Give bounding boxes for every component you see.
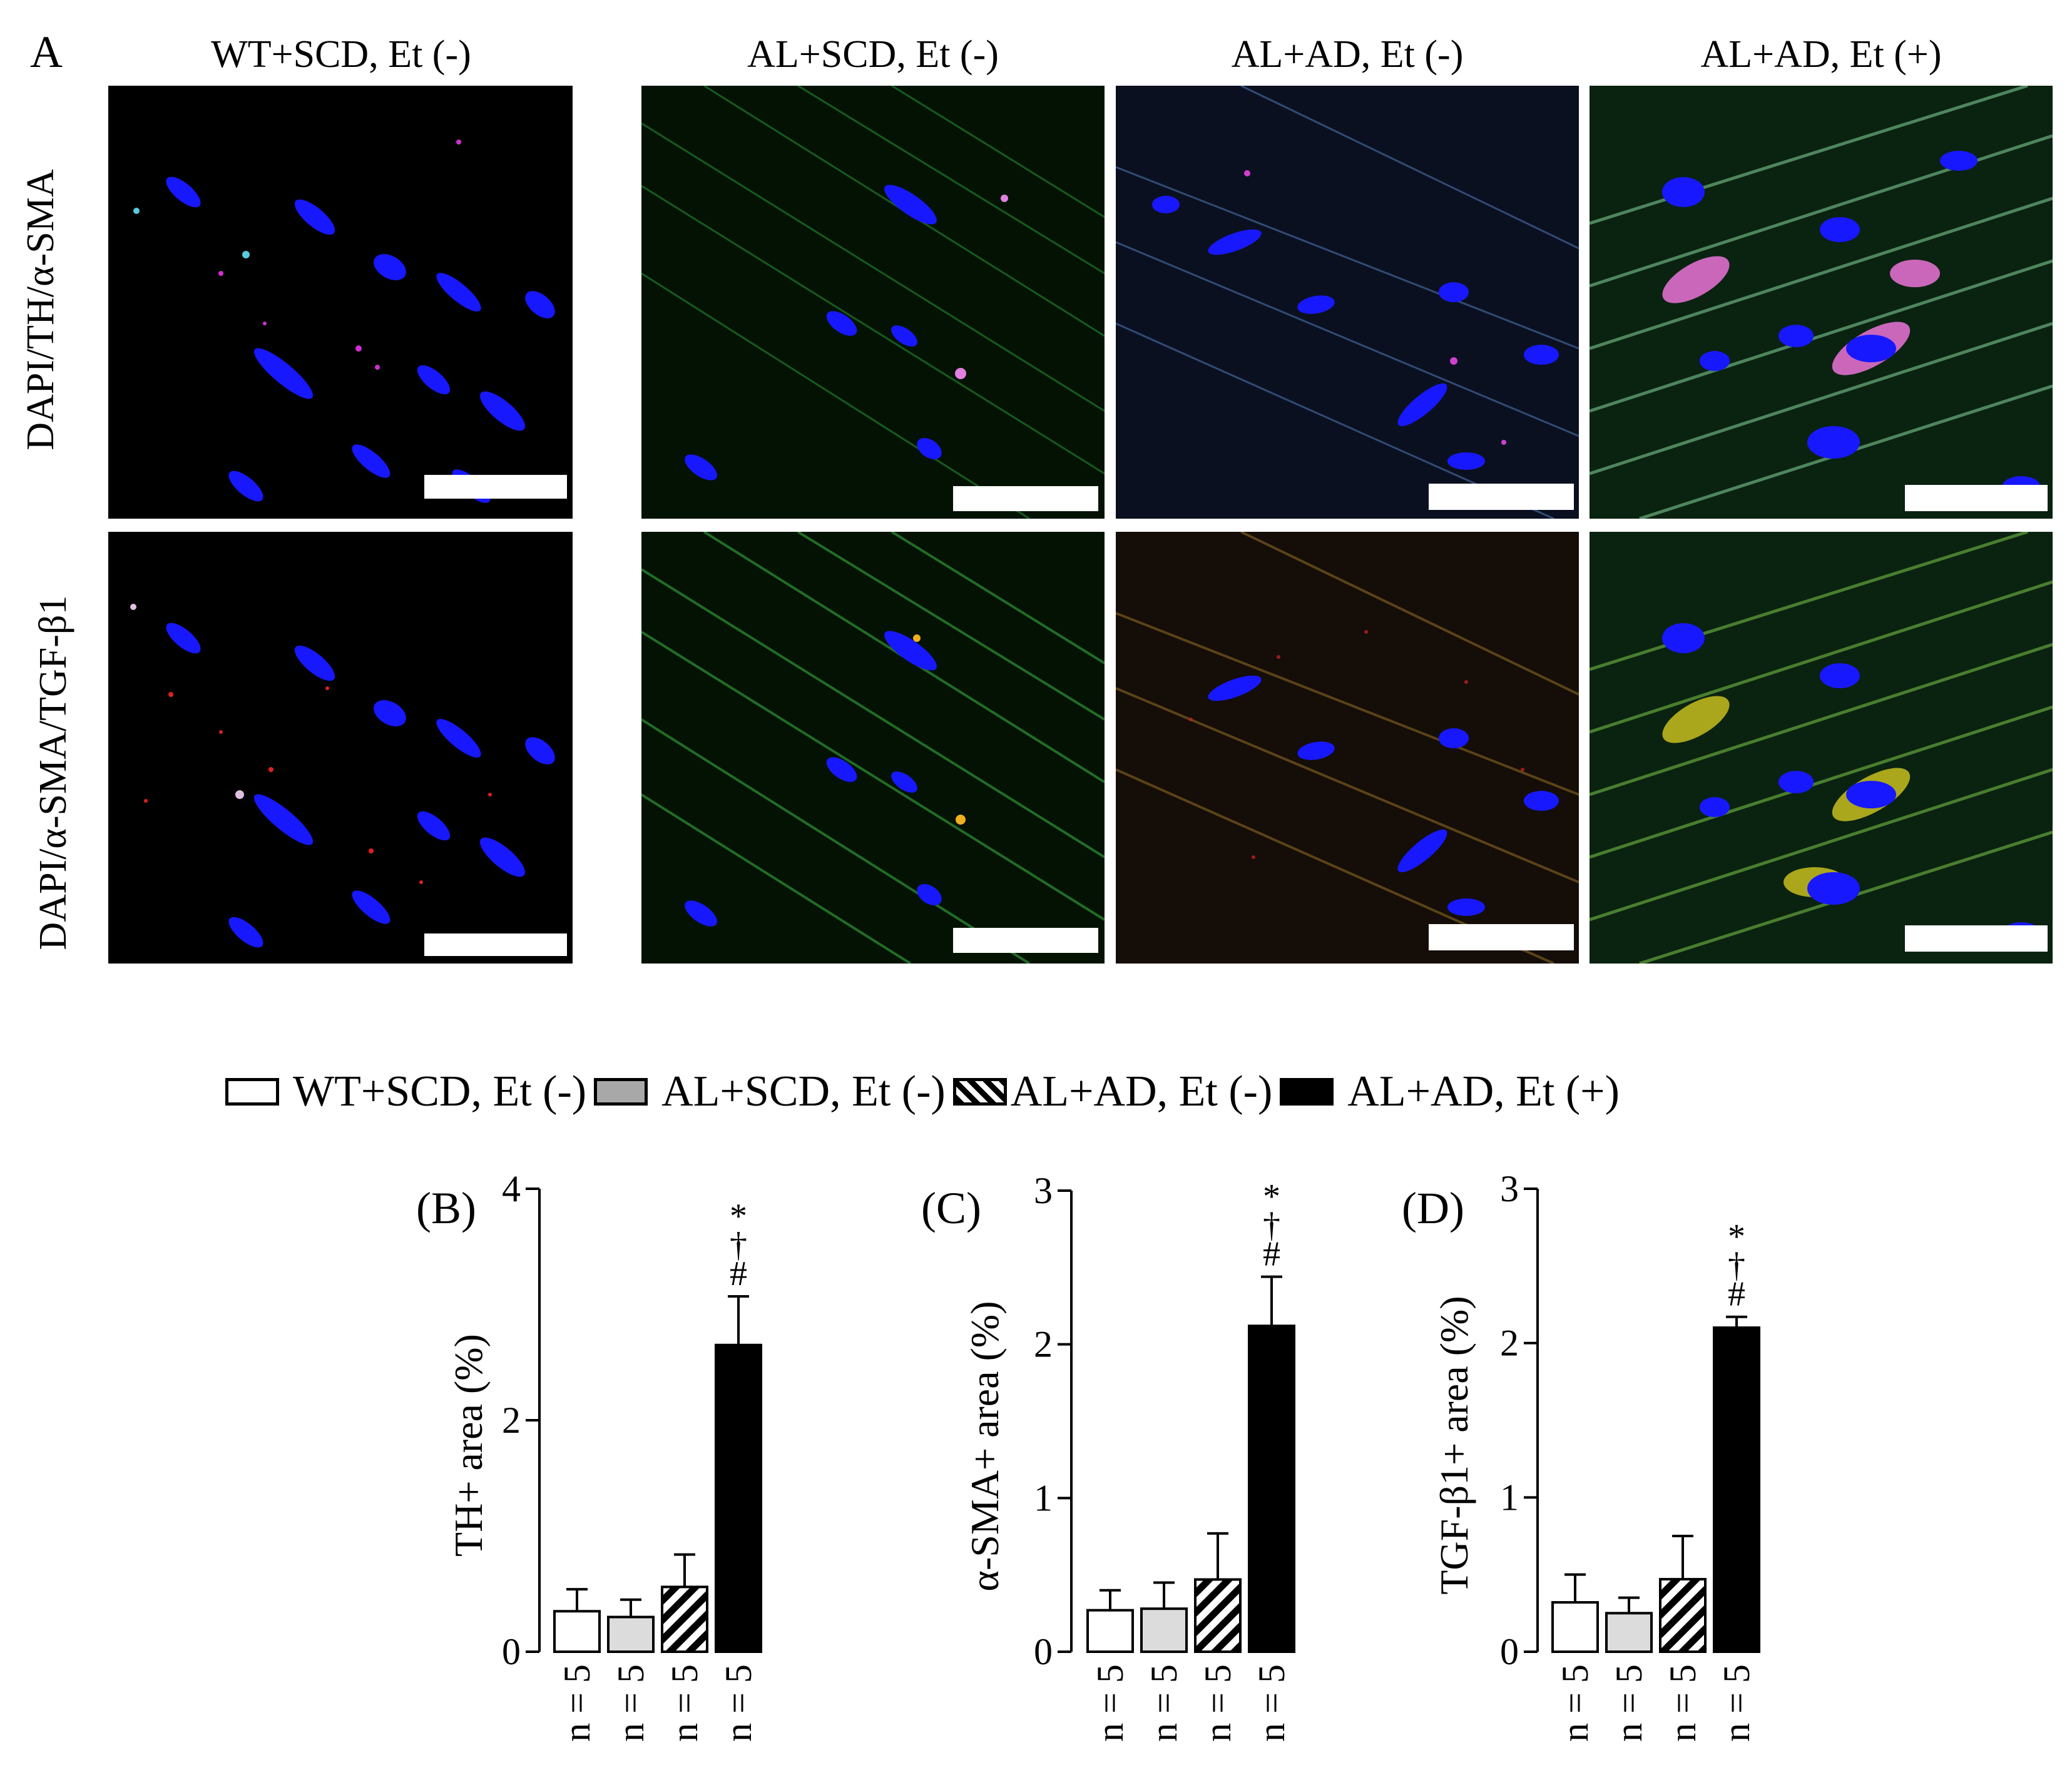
significance-marker: † xyxy=(1263,1206,1280,1245)
y-tick-label: 2 xyxy=(1034,1324,1053,1365)
y-tick-label: 3 xyxy=(1034,1170,1053,1211)
significance-marker: * xyxy=(730,1197,747,1236)
significance-marker: † xyxy=(1728,1246,1745,1285)
legend-item-al-scd: AL+SCD, Et (-) xyxy=(594,1067,946,1117)
legend-item-wt-scd: WT+SCD, Et (-) xyxy=(225,1067,586,1117)
bar xyxy=(553,1610,601,1653)
legend-item-al-ad-et-minus: AL+AD, Et (-) xyxy=(952,1067,1273,1117)
x-category-label: n = 5 xyxy=(1090,1664,1131,1742)
bar xyxy=(1605,1612,1653,1653)
x-category-label: n = 5 xyxy=(1716,1664,1757,1742)
y-axis-label: α-SMA+ area (%) xyxy=(962,1301,1007,1591)
panel-letter: (D) xyxy=(1402,1183,1464,1233)
y-tick-label: 0 xyxy=(1500,1631,1519,1672)
significance-marker: † xyxy=(730,1226,747,1264)
y-tick-label: 2 xyxy=(1500,1323,1519,1364)
column-title-al-scd: AL+SCD, Et (-) xyxy=(747,33,999,76)
micrograph-al-scd-row1 xyxy=(641,86,1105,519)
significance-marker: # xyxy=(1263,1235,1280,1274)
bar xyxy=(1551,1601,1599,1653)
bar xyxy=(1086,1609,1134,1653)
legend-label: AL+AD, Et (-) xyxy=(1010,1067,1273,1116)
y-tick-label: 1 xyxy=(1500,1477,1519,1518)
micrograph-al-ad-et-plus-row2 xyxy=(1590,532,2053,964)
chart-legend: WT+SCD, Et (-) AL+SCD, Et (-) AL+AD, Et … xyxy=(225,1060,1627,1123)
y-tick-label: 0 xyxy=(1034,1631,1053,1672)
x-category-label: n = 5 xyxy=(1197,1664,1238,1742)
x-category-label: n = 5 xyxy=(1662,1664,1703,1742)
y-tick-label: 1 xyxy=(1034,1477,1053,1518)
legend-swatch-hatched xyxy=(952,1078,1007,1106)
x-category-label: n = 5 xyxy=(610,1664,651,1742)
bar xyxy=(1194,1578,1242,1653)
legend-swatch-black xyxy=(1280,1078,1334,1106)
legend-swatch-white xyxy=(225,1078,279,1106)
bar xyxy=(1659,1578,1707,1653)
legend-label: AL+SCD, Et (-) xyxy=(661,1067,946,1116)
x-category-label: n = 5 xyxy=(1143,1664,1185,1742)
column-title-al-ad-et-plus: AL+AD, Et (+) xyxy=(1700,33,1942,76)
y-tick-label: 0 xyxy=(502,1631,521,1672)
bar xyxy=(607,1615,655,1653)
micrograph-al-scd-row2 xyxy=(641,532,1105,964)
bar xyxy=(1140,1607,1188,1654)
column-title-wt-scd: WT+SCD, Et (-) xyxy=(211,33,471,76)
legend-label: AL+AD, Et (+) xyxy=(1347,1067,1620,1116)
legend-label: WT+SCD, Et (-) xyxy=(293,1067,587,1116)
y-axis-label: TH+ area (%) xyxy=(446,1334,491,1557)
bar xyxy=(715,1343,762,1653)
micrograph-wt-scd-row1 xyxy=(108,86,573,519)
x-category-label: n = 5 xyxy=(1608,1664,1650,1742)
y-tick-label: 4 xyxy=(502,1168,521,1209)
significance-marker: # xyxy=(1728,1275,1745,1314)
significance-marker: * xyxy=(1728,1218,1745,1256)
x-category-label: n = 5 xyxy=(718,1664,759,1742)
y-tick-label: 2 xyxy=(502,1400,521,1441)
micrograph-al-ad-et-plus-row1 xyxy=(1590,86,2053,519)
x-category-label: n = 5 xyxy=(556,1664,598,1742)
panel-a-letter: A xyxy=(30,27,63,77)
bar xyxy=(661,1585,708,1653)
y-tick-label: 3 xyxy=(1500,1168,1519,1209)
column-title-al-ad-et-minus: AL+AD, Et (-) xyxy=(1231,33,1464,76)
x-category-label: n = 5 xyxy=(1554,1664,1596,1742)
legend-swatch-gray xyxy=(594,1078,648,1106)
panel-letter: (B) xyxy=(416,1183,476,1233)
x-category-label: n = 5 xyxy=(664,1664,705,1742)
panel-letter: (C) xyxy=(921,1183,981,1233)
significance-marker: * xyxy=(1263,1177,1280,1216)
micrograph-wt-scd-row2 xyxy=(108,532,573,964)
micrograph-al-ad-et-minus-row1 xyxy=(1116,86,1579,519)
y-axis-label: TGF-β1+ area (%) xyxy=(1432,1296,1476,1594)
x-category-label: n = 5 xyxy=(1251,1664,1292,1742)
bar xyxy=(1713,1326,1760,1653)
legend-item-al-ad-et-plus: AL+AD, Et (+) xyxy=(1280,1067,1620,1117)
significance-marker: # xyxy=(730,1254,747,1293)
bar xyxy=(1248,1325,1295,1654)
micrograph-al-ad-et-minus-row2 xyxy=(1116,532,1579,964)
